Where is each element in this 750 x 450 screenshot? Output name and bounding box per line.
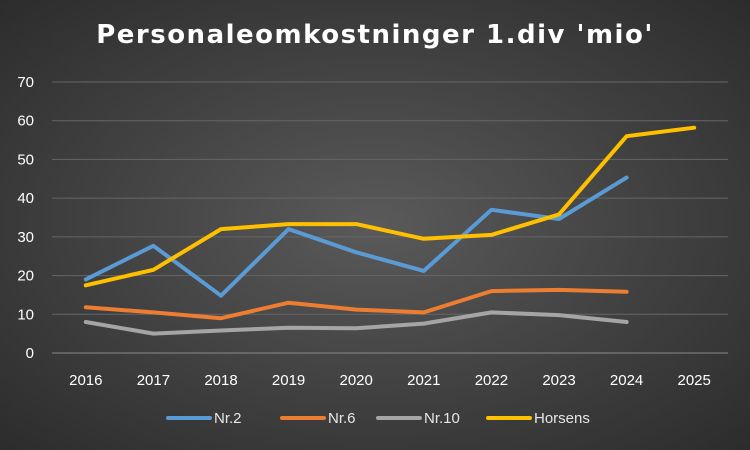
legend-label: Nr.2	[214, 410, 242, 427]
y-tick-label: 50	[17, 151, 34, 168]
y-tick-label: 30	[17, 229, 34, 246]
series-lines	[83, 125, 697, 336]
legend-label: Nr.10	[424, 410, 460, 427]
x-tick-label: 2021	[407, 372, 440, 389]
series-line-nr-2	[83, 175, 629, 298]
x-axis-ticks: 2016 2017 2018 2019 2020 2021 2022 2023 2024 2025	[69, 372, 711, 389]
series-line-nr-10	[83, 310, 629, 336]
legend-label: Nr.6	[328, 410, 356, 427]
y-tick-label: 60	[17, 113, 34, 130]
y-tick-label: 10	[17, 306, 34, 323]
series-line-horsens	[83, 125, 697, 288]
x-tick-label: 2025	[678, 372, 711, 389]
x-tick-label: 2019	[272, 372, 305, 389]
x-tick-label: 2020	[340, 372, 373, 389]
legend-label: Horsens	[534, 410, 590, 427]
x-tick-label: 2024	[610, 372, 643, 389]
y-tick-label: 70	[17, 74, 34, 91]
series-line-nr-6	[83, 287, 629, 321]
y-tick-label: 20	[17, 268, 34, 285]
x-tick-label: 2023	[542, 372, 575, 389]
x-tick-label: 2018	[204, 372, 237, 389]
x-tick-label: 2017	[137, 372, 170, 389]
x-tick-label: 2022	[475, 372, 508, 389]
legend: Nr.2 Nr.6 Nr.10 Horsens	[166, 410, 590, 427]
y-tick-label: 0	[26, 345, 34, 362]
y-axis-ticks: 0 10 20 30 40 50 60 70	[17, 74, 34, 362]
x-tick-label: 2016	[69, 372, 102, 389]
chart-title: Personaleomkostninger 1.div 'mio'	[96, 20, 654, 50]
y-tick-label: 40	[17, 190, 34, 207]
